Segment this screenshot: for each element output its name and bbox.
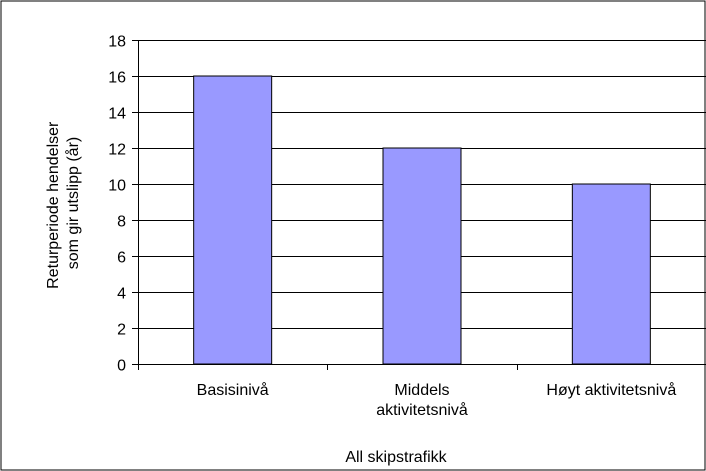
y-tick-label: 8 [117, 214, 126, 231]
y-tick-label: 0 [117, 358, 126, 375]
y-axis-title-line-1: Returperiode hendelser [45, 121, 62, 289]
y-tick-label: 12 [108, 142, 126, 159]
bar [571, 183, 651, 365]
bar [193, 75, 273, 365]
y-tick-label: 4 [117, 286, 126, 303]
y-tick-labels: 0 2 4 6 8 10 12 14 16 18 [108, 34, 126, 375]
x-tick-label: Basisinivå [197, 381, 269, 399]
y-axis-title: Returperiode hendelser som gir utslipp (… [45, 117, 82, 289]
x-tick-label-line: Høyt aktivitetsnivå [546, 381, 676, 399]
y-tick-label: 6 [117, 250, 126, 267]
y-tick-label: 14 [108, 106, 126, 123]
x-tick-label: Middels aktivitetsnivå [376, 382, 468, 419]
x-tick-labels: Basisinivå Middels aktivitetsnivå Høyt akti… [197, 381, 677, 419]
bar [382, 147, 462, 365]
x-tick-label-line: Middels [394, 382, 449, 399]
x-axis-title: All skipstrafikk [345, 449, 447, 466]
x-tick-label-line: Basisinivå [197, 381, 269, 399]
y-tick-label: 2 [117, 322, 126, 339]
x-tick-label: Høyt aktivitetsnivå [546, 381, 676, 399]
y-tick-label: 16 [108, 70, 126, 87]
y-tick-label: 18 [108, 34, 126, 51]
axes [132, 40, 706, 370]
x-tick-label-line: aktivitetsnivå [376, 401, 468, 419]
bars [193, 75, 651, 365]
y-axis-title-line-2: som gir utslipp (år) [64, 137, 82, 269]
y-tick-label: 10 [108, 178, 126, 195]
